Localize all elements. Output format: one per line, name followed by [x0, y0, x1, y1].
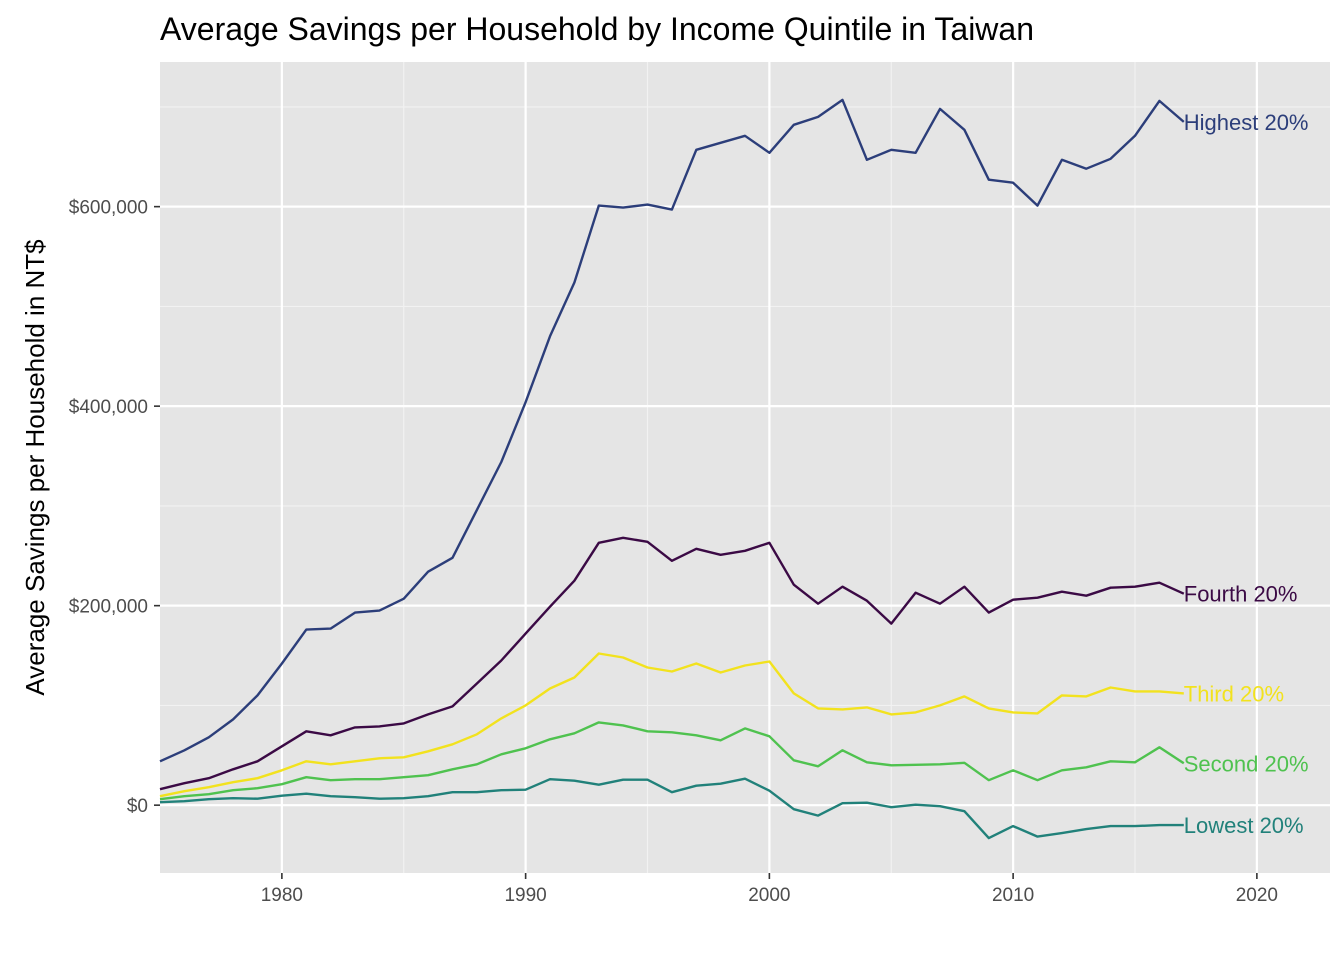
series-line-third-20 — [159, 652, 1184, 798]
y-tick-label: $600,000 — [69, 198, 148, 219]
y-tick-label: $200,000 — [69, 597, 148, 618]
series-labels: Highest 20% Fourth 20% Third 20% Second 20%… — [1184, 110, 1309, 838]
chart-title: Average Savings per Household by Income … — [160, 11, 1034, 47]
x-axis: 1980 1990 2000 2010 2020 — [261, 873, 1278, 906]
series-line-second-20 — [159, 721, 1185, 801]
x-tick-label: 1980 — [261, 885, 303, 906]
series-label-third-20: Third 20% — [1184, 681, 1284, 706]
series-line-highest-20 — [159, 98, 1185, 763]
y-tick-label: $0 — [127, 796, 148, 817]
minor-gridlines — [160, 62, 1330, 873]
x-tick-label: 2020 — [1236, 885, 1278, 906]
x-tick-label: 2000 — [748, 885, 790, 906]
series-label-highest-20: Highest 20% — [1184, 110, 1309, 135]
series-line-lowest-20 — [159, 777, 1184, 840]
y-axis: $0 $200,000 $400,000 $600,000 — [69, 198, 160, 817]
series-lines — [159, 98, 1185, 840]
x-tick-label: 1990 — [504, 885, 546, 906]
series-label-lowest-20: Lowest 20% — [1184, 813, 1304, 838]
series-label-second-20: Second 20% — [1184, 751, 1309, 776]
y-axis-title: Average Savings per Household in NT$ — [20, 239, 50, 696]
series-line-fourth-20 — [159, 536, 1185, 791]
major-gridlines — [160, 62, 1330, 873]
y-tick-label: $400,000 — [69, 397, 148, 418]
x-tick-label: 2010 — [992, 885, 1034, 906]
series-label-fourth-20: Fourth 20% — [1184, 582, 1298, 607]
